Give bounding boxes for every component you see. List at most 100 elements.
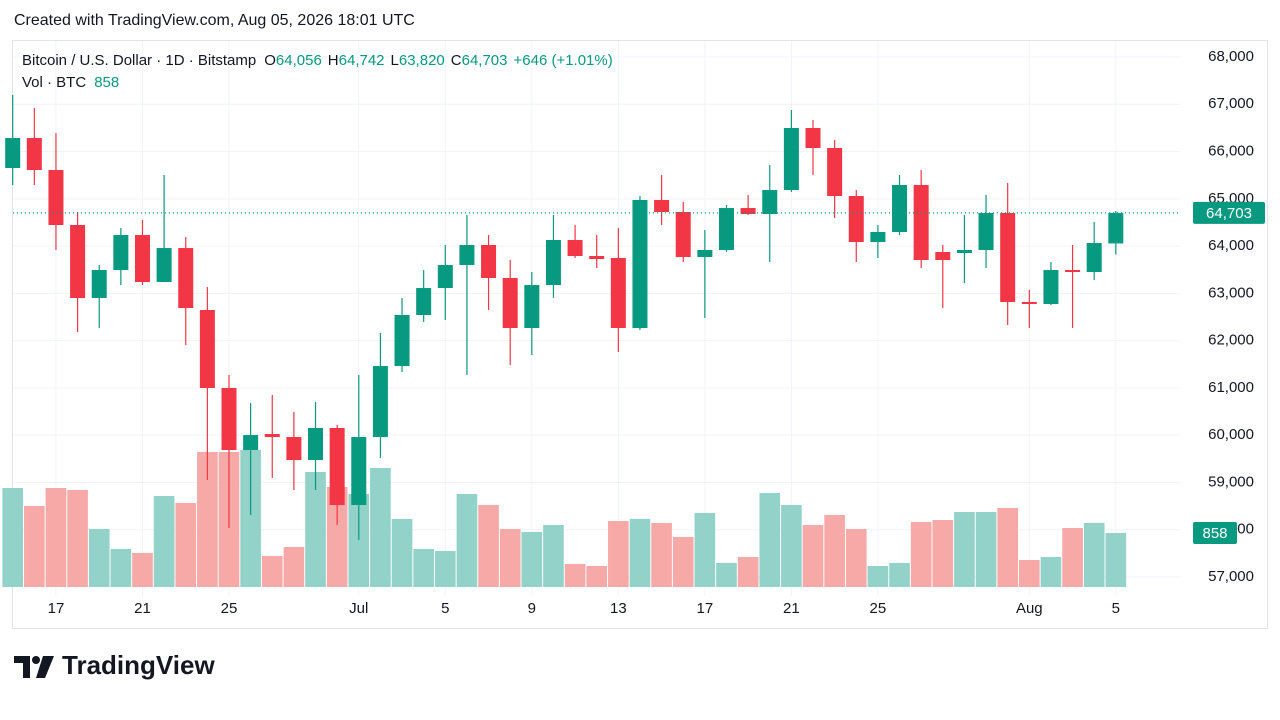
candle-body [805,128,821,148]
candle-body [524,284,540,329]
price-pane [5,95,1124,541]
volume-bar [651,522,672,587]
candle-body [329,427,345,506]
volume-bar [543,524,564,587]
x-tick-label: Jul [349,600,368,617]
candle-body [372,366,388,438]
volume-bar [413,549,434,587]
volume-bar [391,519,413,587]
volume-bar [997,508,1018,587]
volume-bar [67,490,88,587]
volume-bar [737,557,759,587]
volume-pane [2,450,1127,587]
last-price-label: 64,703 [1206,205,1252,222]
volume-title: Vol · BTC [22,74,86,91]
volume-bar [1040,557,1062,587]
x-tick-label: 17 [697,600,714,617]
y-tick-label: 61,000 [1208,379,1254,396]
volume-bar [1105,533,1127,587]
volume-bar [629,519,651,587]
volume-bar [197,451,218,587]
volume-bar [845,529,867,587]
ohlc-label: C [451,52,462,69]
volume-bar [824,514,845,587]
x-tick-label: 17 [48,600,65,617]
candle-body [545,239,561,285]
volume-bar [608,521,629,587]
candle-body [243,435,259,451]
chart-frame [12,40,1268,629]
symbol-legend: Bitcoin / U.S. Dollar · 1D · Bitstamp O64… [22,52,613,69]
x-tick-label: 13 [610,600,627,617]
volume-bar [434,551,456,587]
y-tick-label: 68,000 [1208,48,1254,65]
candle-body [848,196,864,243]
candle-body [91,270,107,298]
candle-body [740,208,756,214]
candle-body [783,128,799,191]
candle-body [632,200,648,329]
candle-body [1065,270,1081,272]
ohlc-label: H [328,52,339,69]
candle-body [1000,213,1016,303]
x-tick-label: 25 [221,600,238,617]
candle-body [1043,270,1059,304]
candle-body [134,235,150,283]
x-tick-label: 5 [441,600,449,617]
candle-body [308,427,324,460]
candle-body [892,185,908,233]
volume-bar [889,562,910,587]
volume-bar [478,504,499,587]
candle-body [675,212,691,258]
candle-body [1021,302,1037,304]
volume-bar [305,471,326,587]
volume-bar [564,563,586,587]
volume-value: 858 [94,74,119,91]
volume-bar [1083,522,1105,587]
volume-bar [348,493,370,587]
volume-bar [932,520,954,587]
change: +646 (+1.01%) [514,52,613,69]
candle-body [459,245,475,265]
x-tick-label: 5 [1112,600,1120,617]
candle-body [610,258,626,329]
candle-body [48,169,64,226]
volume-bar [910,521,932,587]
y-tick-label: 59,000 [1208,473,1254,490]
candle-body [221,388,237,451]
candle-body [286,437,302,460]
candle-body [178,248,194,309]
volume-bar [88,529,110,587]
y-tick-label: 57,000 [1208,568,1254,585]
last-price-tag [1193,201,1265,224]
ohlc-label: O [264,52,276,69]
candle-body [481,245,497,278]
overlay: 57,00058,00059,00060,00061,00062,00063,0… [13,48,1265,617]
credit: Created with TradingView.com, Aug 05, 20… [14,12,415,29]
volume-bar [499,529,521,587]
candle-body [394,315,410,367]
candle-body [437,265,453,289]
candle-body [351,437,367,506]
candle-body [26,138,42,170]
ohlc-value: 64,742 [339,52,385,69]
volume-bar [110,549,132,587]
x-tick-label: 9 [528,600,536,617]
candle-body [1108,212,1124,244]
ohlc-value: 64,703 [462,52,508,69]
candle-body [199,310,215,389]
x-tick-label: 21 [134,600,151,617]
candle-body [502,278,518,329]
volume-bar [132,552,153,587]
candle-body [156,248,172,283]
y-tick-label: 66,000 [1208,143,1254,160]
volume-bar [24,505,45,587]
candle-body [762,190,778,214]
volume-bar [1018,560,1040,587]
y-tick-label: 63,000 [1208,284,1254,301]
volume-bar [240,450,261,587]
ohlc-value: 64,056 [276,52,322,69]
x-tick-label: 21 [783,600,800,617]
